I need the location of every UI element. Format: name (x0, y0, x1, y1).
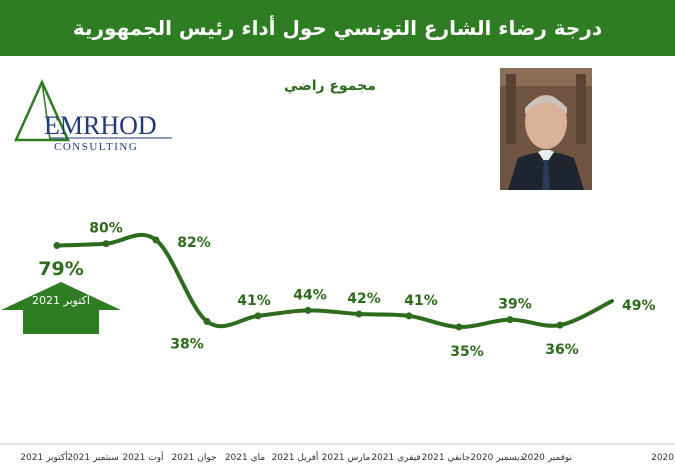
data-point (506, 316, 514, 324)
data-label: 36% (545, 342, 579, 358)
x-tick-label: ماي 2021 (225, 453, 266, 463)
data-label: 35% (450, 344, 484, 360)
x-tick-label: أفريل 2021 (272, 451, 319, 463)
x-tick-label: فيفري 2021 (371, 453, 420, 463)
x-tick-label: جانفي 2021 (422, 453, 471, 463)
data-point (102, 240, 110, 248)
data-label: 41% (404, 293, 438, 309)
x-tick-label: أكتوبر 2021 (20, 451, 67, 463)
data-label: 49% (622, 298, 656, 314)
data-point (53, 242, 61, 250)
data-point (304, 306, 312, 314)
logo-name: EMRHOD (44, 111, 157, 140)
data-point (556, 321, 564, 329)
data-point (405, 312, 413, 320)
x-tick-label: 2020 (651, 453, 674, 463)
x-tick-label: أوت 2021 (122, 451, 163, 463)
x-tick-label: سبتمبر 2021 (67, 453, 119, 463)
president-portrait (500, 68, 592, 190)
x-tick-label: نوفمبر 2020 (522, 453, 572, 463)
logo-tagline: CONSULTING (54, 141, 138, 153)
data-point (254, 312, 262, 320)
chart-title: درجة رضاء الشارع التونسي حول أداء رئيس ا… (0, 0, 675, 56)
data-label: 39% (498, 297, 532, 313)
data-label: 44% (293, 287, 327, 303)
data-label: 38% (170, 336, 204, 352)
x-tick-label: ديسمبر 2020 (470, 453, 523, 463)
series-label: مجموع راضي (284, 78, 376, 94)
data-point (152, 236, 160, 244)
callout-month: أكتوبر 2021 (32, 294, 90, 307)
data-label: 82% (177, 235, 211, 251)
series-line (55, 232, 614, 330)
data-point (355, 310, 363, 318)
x-tick-label: جوان 2021 (171, 453, 216, 463)
callout-value: 79% (38, 258, 84, 280)
data-label: 42% (347, 291, 381, 307)
data-label: 80% (89, 221, 123, 237)
emrhod-logo: EMRHOD CONSULTING (10, 72, 180, 160)
callout-arrow: 79% أكتوبر 2021 (0, 258, 122, 338)
data-point (455, 323, 463, 331)
data-label: 41% (237, 293, 271, 309)
data-point (203, 317, 211, 325)
x-tick-label: مارس 2021 (322, 453, 371, 463)
